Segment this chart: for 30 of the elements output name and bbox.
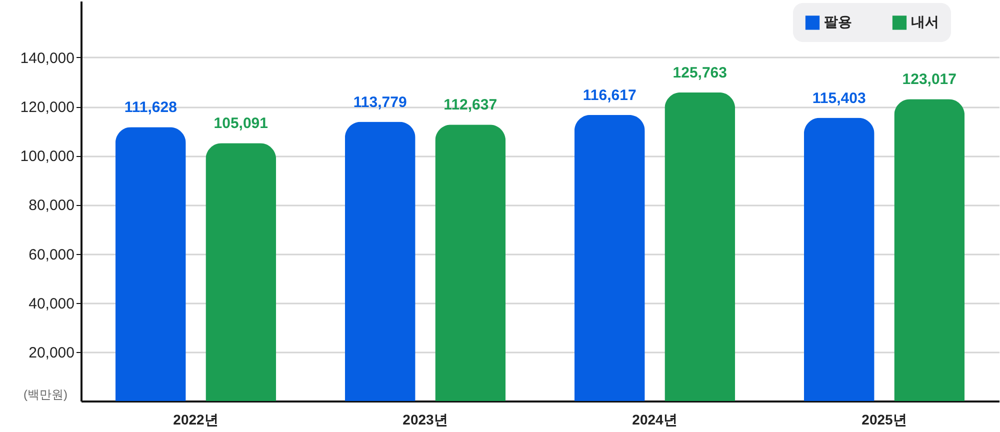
- bar: [115, 127, 186, 401]
- bar: [574, 114, 645, 401]
- y-tick-label: 120,000: [20, 99, 74, 116]
- bar: [344, 122, 416, 401]
- data-label: 112,637: [444, 96, 498, 114]
- y-tick-label: 60,000: [28, 246, 74, 264]
- x-tick-label: 2022년: [173, 412, 218, 428]
- data-label: 125,763: [672, 64, 727, 82]
- bar: [206, 143, 276, 401]
- x-tick-label: 2023년: [402, 412, 448, 428]
- data-label: 123,017: [902, 71, 956, 88]
- data-label: 116,617: [582, 86, 636, 104]
- y-tick-label: 100,000: [20, 148, 74, 166]
- bar: [894, 99, 965, 401]
- data-label: 113,779: [353, 94, 407, 111]
- bar: [664, 92, 736, 401]
- y-tick-label: 40,000: [28, 295, 74, 312]
- y-tick-label: 80,000: [28, 197, 74, 214]
- data-label: 105,091: [214, 115, 268, 132]
- x-tick-label: 2024년: [632, 412, 678, 428]
- y-tick-label: 140,000: [20, 50, 74, 67]
- legend-label: 팔용: [824, 14, 852, 30]
- y-tick-label: 20,000: [28, 344, 74, 362]
- bar: [435, 124, 506, 401]
- y-axis-title: (백만원): [24, 388, 68, 402]
- bar: [804, 118, 874, 401]
- data-label: 111,628: [124, 99, 177, 116]
- x-tick-label: 2025년: [862, 412, 907, 428]
- legend-label: 내서: [911, 14, 939, 30]
- data-label: 115,403: [812, 90, 866, 107]
